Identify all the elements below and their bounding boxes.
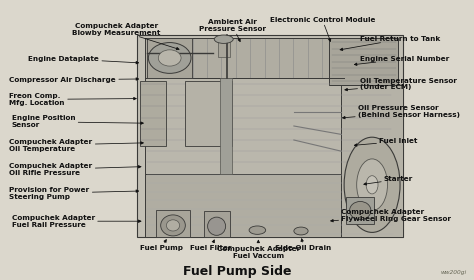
Bar bbox=[145, 38, 344, 78]
Text: Ambient Air
Pressure Sensor: Ambient Air Pressure Sensor bbox=[199, 19, 266, 41]
Text: Provision for Power
Steering Pump: Provision for Power Steering Pump bbox=[9, 187, 138, 200]
Ellipse shape bbox=[148, 43, 191, 73]
Text: Fuel Filter: Fuel Filter bbox=[190, 240, 232, 251]
Bar bbox=[329, 38, 398, 85]
Ellipse shape bbox=[357, 159, 387, 211]
Ellipse shape bbox=[294, 227, 308, 235]
Text: Fuel Return to Tank: Fuel Return to Tank bbox=[340, 36, 440, 51]
Text: Fuel Inlet: Fuel Inlet bbox=[355, 138, 418, 146]
Bar bbox=[220, 78, 232, 174]
Ellipse shape bbox=[166, 220, 180, 231]
Bar bbox=[147, 38, 192, 78]
Text: Compressor Air Discharge: Compressor Air Discharge bbox=[9, 77, 138, 83]
Text: Compuchek Adapter
Flywheel Ring Gear Sensor: Compuchek Adapter Flywheel Ring Gear Sen… bbox=[331, 209, 451, 222]
Bar bbox=[204, 211, 230, 237]
Bar bbox=[185, 81, 232, 146]
Ellipse shape bbox=[344, 137, 400, 232]
Text: ww200gi: ww200gi bbox=[441, 270, 467, 275]
Ellipse shape bbox=[214, 35, 233, 43]
Text: Fuel Pump: Fuel Pump bbox=[140, 240, 182, 251]
Bar bbox=[137, 35, 403, 237]
Text: Compuchek Adapter
Oil Temperature: Compuchek Adapter Oil Temperature bbox=[9, 139, 143, 151]
Bar bbox=[140, 81, 166, 146]
Text: Electronic Control Module: Electronic Control Module bbox=[270, 17, 375, 41]
Bar bbox=[145, 174, 396, 237]
Text: Compuchek Adapter
Fuel Rail Pressure: Compuchek Adapter Fuel Rail Pressure bbox=[12, 215, 141, 228]
Text: Oil Pressure Sensor
(Behind Sensor Harness): Oil Pressure Sensor (Behind Sensor Harne… bbox=[343, 106, 460, 119]
Text: Engine Serial Number: Engine Serial Number bbox=[355, 56, 449, 66]
Text: Starter: Starter bbox=[364, 176, 413, 185]
Bar bbox=[218, 39, 230, 57]
Text: Freon Comp.
Mfg. Location: Freon Comp. Mfg. Location bbox=[9, 93, 136, 106]
Bar bbox=[156, 210, 190, 237]
Ellipse shape bbox=[249, 226, 265, 234]
Ellipse shape bbox=[349, 202, 371, 220]
Bar bbox=[341, 85, 403, 237]
Text: Engine Position
Sensor: Engine Position Sensor bbox=[12, 115, 143, 128]
Bar bbox=[145, 78, 396, 174]
Ellipse shape bbox=[161, 215, 185, 236]
Text: Fuel Pump Side: Fuel Pump Side bbox=[183, 265, 291, 277]
Text: Compuchek Adapter
Blowby Measurement: Compuchek Adapter Blowby Measurement bbox=[72, 23, 179, 50]
Ellipse shape bbox=[366, 176, 378, 194]
Text: Oil Temperature Sensor
(Under ECM): Oil Temperature Sensor (Under ECM) bbox=[345, 78, 457, 91]
Text: Side Oil Drain: Side Oil Drain bbox=[275, 239, 331, 251]
Text: Compuchek Adapter
Oil Rifle Pressure: Compuchek Adapter Oil Rifle Pressure bbox=[9, 163, 141, 176]
Ellipse shape bbox=[208, 217, 226, 235]
Bar bbox=[346, 197, 374, 224]
Ellipse shape bbox=[158, 50, 181, 66]
Text: Compuchek Adapter
Fuel Vaccum: Compuchek Adapter Fuel Vaccum bbox=[217, 240, 300, 258]
Text: Engine Dataplate: Engine Dataplate bbox=[28, 56, 138, 64]
